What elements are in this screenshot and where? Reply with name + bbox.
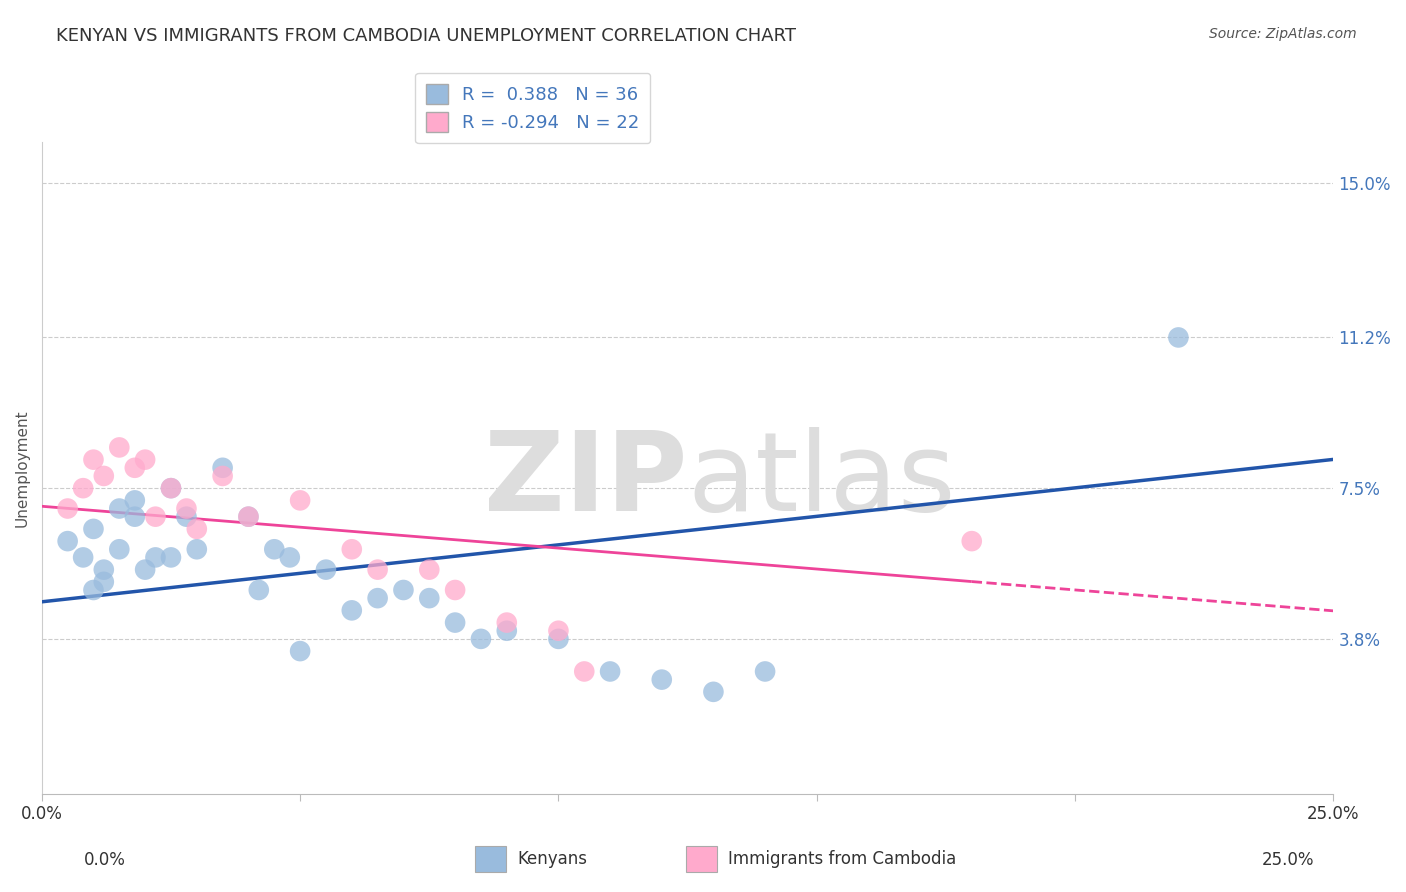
Point bbox=[340, 542, 363, 557]
Point bbox=[418, 563, 440, 577]
Text: Kenyans: Kenyans bbox=[517, 850, 588, 868]
Point bbox=[56, 501, 79, 516]
Text: 25.0%: 25.0% bbox=[1263, 851, 1315, 869]
Point bbox=[82, 452, 104, 467]
Point bbox=[651, 673, 673, 687]
Point bbox=[160, 481, 183, 495]
Point bbox=[108, 501, 131, 516]
Point bbox=[367, 591, 389, 606]
Point bbox=[124, 493, 146, 508]
Point bbox=[315, 563, 337, 577]
Point bbox=[470, 632, 492, 646]
Point bbox=[1167, 330, 1189, 344]
Text: Immigrants from Cambodia: Immigrants from Cambodia bbox=[728, 850, 956, 868]
Point bbox=[82, 582, 104, 597]
Point bbox=[93, 563, 115, 577]
Point bbox=[145, 509, 167, 524]
Point bbox=[288, 644, 311, 658]
Point bbox=[278, 550, 301, 565]
Point bbox=[134, 563, 156, 577]
Point bbox=[72, 550, 94, 565]
Point bbox=[754, 665, 776, 679]
Point bbox=[145, 550, 167, 565]
Point bbox=[134, 452, 156, 467]
Point bbox=[340, 603, 363, 617]
Point bbox=[238, 509, 260, 524]
Point bbox=[495, 615, 517, 630]
Point bbox=[124, 460, 146, 475]
Point bbox=[263, 542, 285, 557]
Text: KENYAN VS IMMIGRANTS FROM CAMBODIA UNEMPLOYMENT CORRELATION CHART: KENYAN VS IMMIGRANTS FROM CAMBODIA UNEMP… bbox=[56, 27, 796, 45]
Text: ZIP: ZIP bbox=[484, 427, 688, 534]
Point bbox=[367, 563, 389, 577]
Point bbox=[211, 460, 233, 475]
Point bbox=[211, 469, 233, 483]
Point bbox=[82, 522, 104, 536]
Point bbox=[418, 591, 440, 606]
Point bbox=[702, 685, 724, 699]
Point bbox=[495, 624, 517, 638]
Point bbox=[288, 493, 311, 508]
Point bbox=[186, 522, 208, 536]
Point bbox=[160, 481, 183, 495]
Point bbox=[108, 542, 131, 557]
Point bbox=[176, 509, 198, 524]
Point bbox=[547, 624, 569, 638]
Point bbox=[599, 665, 621, 679]
Text: 0.0%: 0.0% bbox=[84, 851, 127, 869]
Point bbox=[247, 582, 270, 597]
Point bbox=[160, 550, 183, 565]
Legend: R =  0.388   N = 36, R = -0.294   N = 22: R = 0.388 N = 36, R = -0.294 N = 22 bbox=[415, 73, 650, 144]
Point bbox=[238, 509, 260, 524]
Point bbox=[93, 469, 115, 483]
Point bbox=[444, 615, 467, 630]
Point bbox=[960, 534, 983, 549]
Point bbox=[186, 542, 208, 557]
Point bbox=[547, 632, 569, 646]
Point bbox=[56, 534, 79, 549]
Point bbox=[124, 509, 146, 524]
Point bbox=[93, 574, 115, 589]
Point bbox=[108, 441, 131, 455]
Point bbox=[444, 582, 467, 597]
Point bbox=[392, 582, 415, 597]
Point bbox=[176, 501, 198, 516]
Text: atlas: atlas bbox=[688, 427, 956, 534]
Text: Source: ZipAtlas.com: Source: ZipAtlas.com bbox=[1209, 27, 1357, 41]
Point bbox=[72, 481, 94, 495]
Y-axis label: Unemployment: Unemployment bbox=[15, 409, 30, 526]
Point bbox=[574, 665, 596, 679]
